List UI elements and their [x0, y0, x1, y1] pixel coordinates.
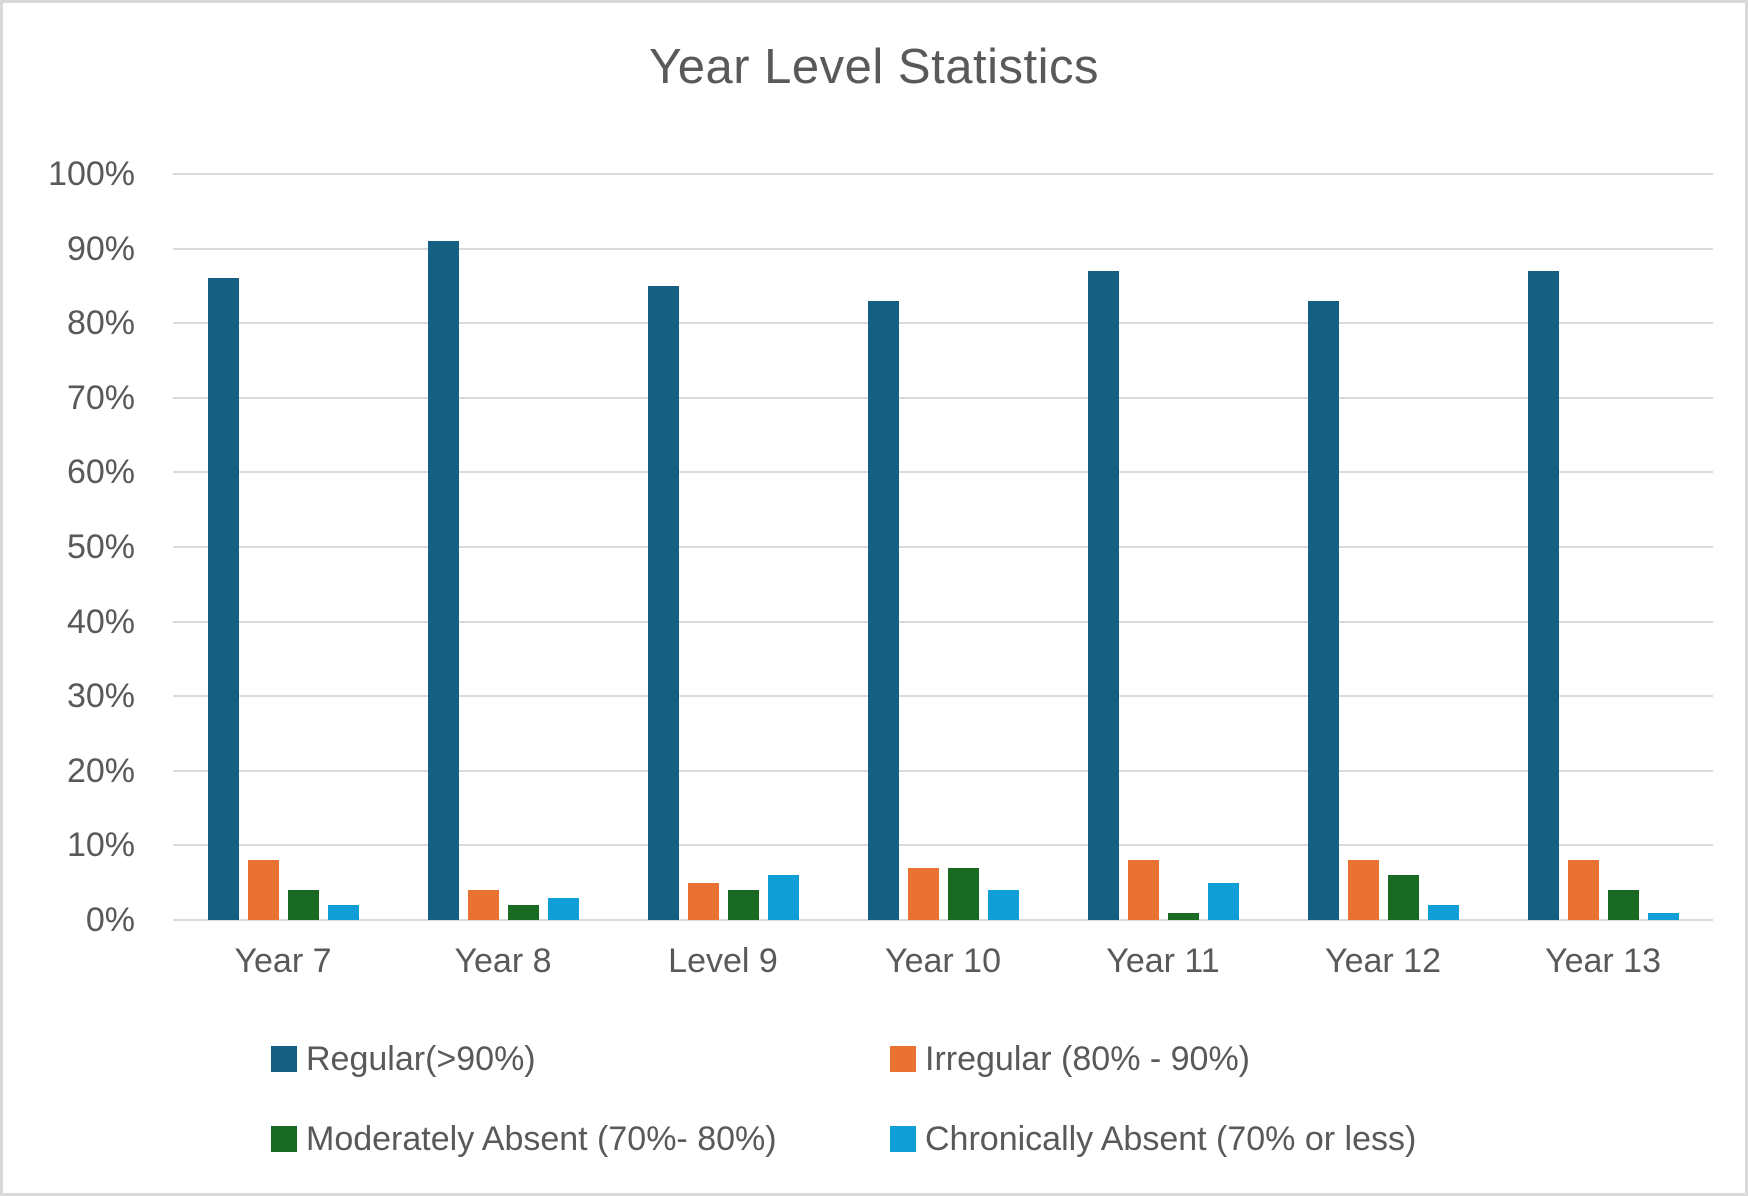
gridline	[173, 844, 1713, 847]
bar	[867, 300, 899, 920]
y-axis-tick-label: 90%	[66, 229, 135, 268]
bar	[907, 867, 939, 920]
bar	[647, 285, 679, 920]
y-axis-tick-label: 40%	[66, 602, 135, 641]
bar-group	[173, 174, 393, 920]
bar	[1427, 905, 1459, 920]
gridline	[173, 247, 1713, 250]
y-axis-tick-label: 100%	[48, 155, 135, 193]
bar	[247, 860, 279, 920]
y-axis-tick-label: 70%	[66, 378, 135, 417]
bar	[1307, 300, 1339, 920]
legend-swatch	[890, 1126, 916, 1152]
x-axis-line	[173, 919, 1713, 921]
y-axis-tick-label: 20%	[66, 751, 135, 790]
bar	[687, 882, 719, 920]
x-axis-category-label: Year 12	[1325, 942, 1441, 980]
bar	[1647, 912, 1679, 920]
bar-group	[393, 174, 613, 920]
bar	[1387, 875, 1419, 920]
gridline	[173, 695, 1713, 698]
y-axis-tick-label: 0%	[85, 901, 135, 939]
gridline	[173, 322, 1713, 325]
gridline	[173, 173, 1713, 175]
bar	[207, 278, 239, 920]
legend-label: Moderately Absent (70%- 80%)	[306, 1120, 777, 1158]
x-axis-category-label: Year 10	[885, 942, 1001, 980]
bar-group	[1053, 174, 1273, 920]
chart-title: Year Level Statistics	[649, 40, 1099, 94]
bar	[947, 867, 979, 920]
gridline	[173, 471, 1713, 474]
y-axis-tick-label: 60%	[66, 453, 135, 492]
x-axis-category-label: Year 8	[454, 942, 552, 980]
legend-item: Irregular (80% - 90%)	[890, 1039, 1416, 1079]
bar	[727, 890, 759, 920]
bar	[1167, 912, 1199, 920]
bar	[1567, 860, 1599, 920]
bar	[1127, 860, 1159, 920]
x-axis-category-label: Year 13	[1545, 942, 1661, 980]
plot-area	[173, 173, 1713, 921]
gridline	[173, 546, 1713, 548]
bar	[467, 890, 499, 920]
y-axis-tick-label: 30%	[66, 677, 135, 716]
bar	[547, 897, 579, 920]
legend: Regular(>90%) Irregular (80% - 90%) Modera…	[271, 1039, 1416, 1159]
bar	[427, 241, 459, 920]
bar-group	[613, 174, 833, 920]
y-axis-tick-label: 10%	[66, 826, 135, 865]
bar-group	[833, 174, 1053, 920]
y-axis-tick-label: 80%	[66, 304, 135, 343]
bar	[987, 890, 1019, 920]
y-axis-tick-label: 50%	[66, 528, 135, 566]
x-axis-category-label: Year 11	[1106, 942, 1220, 980]
gridline	[173, 769, 1713, 772]
legend-label: Irregular (80% - 90%)	[925, 1040, 1251, 1078]
bar	[327, 905, 359, 920]
bar	[1087, 270, 1119, 920]
bar-group	[1493, 174, 1713, 920]
legend-item: Regular(>90%)	[271, 1039, 890, 1079]
bar	[1347, 860, 1379, 920]
bar	[1527, 270, 1559, 920]
x-axis-category-label: Level 9	[668, 942, 778, 980]
legend-item: Chronically Absent (70% or less)	[890, 1119, 1416, 1159]
bar	[507, 905, 539, 920]
legend-swatch	[271, 1046, 297, 1072]
bar	[767, 875, 799, 920]
legend-item: Moderately Absent (70%- 80%)	[271, 1119, 890, 1159]
gridline	[173, 396, 1713, 399]
legend-swatch	[271, 1126, 297, 1152]
legend-swatch	[890, 1046, 916, 1072]
x-axis-category-label: Year 7	[234, 942, 332, 980]
bar	[1207, 882, 1239, 920]
gridline	[173, 620, 1713, 623]
legend-label: Chronically Absent (70% or less)	[925, 1120, 1417, 1158]
bar-group	[1273, 174, 1493, 920]
bar	[287, 890, 319, 920]
legend-label: Regular(>90%)	[306, 1040, 536, 1078]
bar	[1607, 890, 1639, 920]
